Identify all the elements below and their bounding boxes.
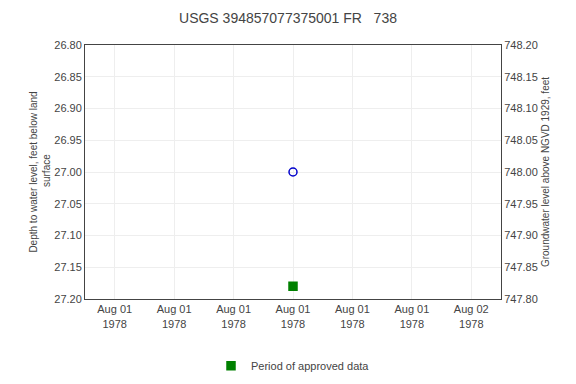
svg-text:27.00: 27.00 bbox=[54, 166, 82, 178]
svg-text:Period of approved data: Period of approved data bbox=[251, 360, 369, 372]
svg-text:27.10: 27.10 bbox=[54, 229, 82, 241]
svg-text:Groundwater level above NGVD 1: Groundwater level above NGVD 1929, feet bbox=[540, 77, 551, 267]
svg-text:747.95: 747.95 bbox=[504, 198, 538, 210]
svg-text:Aug 011978: Aug 011978 bbox=[216, 303, 251, 329]
svg-text:748.00: 748.00 bbox=[504, 166, 538, 178]
svg-text:27.20: 27.20 bbox=[54, 293, 82, 305]
svg-text:748.20: 748.20 bbox=[504, 39, 538, 51]
svg-text:747.80: 747.80 bbox=[504, 293, 538, 305]
svg-text:26.85: 26.85 bbox=[54, 71, 82, 83]
svg-text:27.05: 27.05 bbox=[54, 198, 82, 210]
svg-text:Aug 011978: Aug 011978 bbox=[276, 303, 311, 329]
svg-text:747.85: 747.85 bbox=[504, 261, 538, 273]
svg-text:Aug 011978: Aug 011978 bbox=[97, 303, 132, 329]
svg-text:747.90: 747.90 bbox=[504, 229, 538, 241]
svg-text:Aug 011978: Aug 011978 bbox=[157, 303, 192, 329]
svg-text:26.95: 26.95 bbox=[54, 134, 82, 146]
svg-text:USGS 394857077375001 FR 738: USGS 394857077375001 FR 738 bbox=[179, 10, 397, 26]
svg-text:Aug 011978: Aug 011978 bbox=[394, 303, 429, 329]
svg-text:Depth to water level, feet bel: Depth to water level, feet below land su… bbox=[28, 91, 52, 252]
svg-text:Aug 011978: Aug 011978 bbox=[335, 303, 370, 329]
svg-text:27.15: 27.15 bbox=[54, 261, 82, 273]
svg-text:748.15: 748.15 bbox=[504, 71, 538, 83]
svg-text:26.80: 26.80 bbox=[54, 39, 82, 51]
svg-text:748.10: 748.10 bbox=[504, 102, 538, 114]
svg-text:26.90: 26.90 bbox=[54, 102, 82, 114]
svg-text:Aug 021978: Aug 021978 bbox=[454, 303, 489, 329]
svg-text:748.05: 748.05 bbox=[504, 134, 538, 146]
